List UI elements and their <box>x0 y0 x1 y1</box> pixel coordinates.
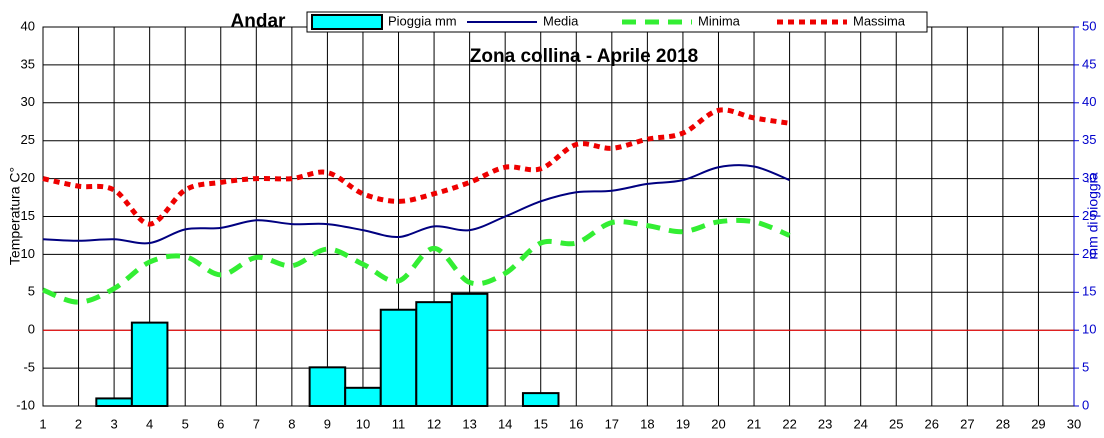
bar <box>344 386 382 408</box>
x-tick-label: 27 <box>960 416 974 431</box>
x-tick-label: 22 <box>782 416 796 431</box>
x-tick-label: 24 <box>853 416 867 431</box>
y-tick-label: 5 <box>28 284 35 299</box>
bar <box>308 366 347 408</box>
y-axis-label: Temperatura C° <box>7 167 23 265</box>
chart-title: Andar <box>231 11 287 32</box>
x-tick-label: 2 <box>75 416 82 431</box>
y2-tick-label: 20 <box>1082 246 1096 261</box>
legend: Pioggia mm Media Minima Massima <box>306 11 928 33</box>
y2-tick-label: 45 <box>1082 56 1096 71</box>
bar <box>415 301 453 407</box>
y2-tick-label: 25 <box>1082 208 1096 223</box>
x-tick-label: 5 <box>182 416 189 431</box>
legend-label: Massima <box>853 13 906 28</box>
x-tick-label: 15 <box>533 416 547 431</box>
x-tick-label: 26 <box>925 416 939 431</box>
y2-tick-label: 5 <box>1082 360 1089 375</box>
x-tick-label: 14 <box>498 416 512 431</box>
y-tick-label: 10 <box>21 246 35 261</box>
y-tick-label: 25 <box>21 132 35 147</box>
x-tick-label: 7 <box>253 416 260 431</box>
x-tick-label: 19 <box>676 416 690 431</box>
legend-label: Pioggia mm <box>388 13 457 28</box>
x-tick-label: 18 <box>640 416 654 431</box>
y-tick-label: 35 <box>21 56 35 71</box>
x-tick-label: 23 <box>818 416 832 431</box>
legend-label: Minima <box>698 13 741 28</box>
x-tick-label: 8 <box>288 416 295 431</box>
x-tick-label: 1 <box>39 416 46 431</box>
x-tick-label: 12 <box>427 416 441 431</box>
x-tick-label: 29 <box>1031 416 1045 431</box>
x-tick-label: 21 <box>747 416 761 431</box>
bar <box>521 392 560 408</box>
x-tick-label: 30 <box>1067 416 1081 431</box>
x-tick-label: 10 <box>356 416 370 431</box>
x-tick-label: 11 <box>392 416 406 431</box>
x-tick-label: 4 <box>146 416 153 431</box>
y2-tick-label: 10 <box>1082 322 1096 337</box>
x-tick-label: 16 <box>569 416 583 431</box>
y-tick-label: 30 <box>21 94 35 109</box>
y-tick-label: 15 <box>21 208 35 223</box>
legend-box <box>306 11 928 33</box>
legend-label: Media <box>543 13 579 28</box>
x-tick-label: 28 <box>996 416 1010 431</box>
x-tick-label: 20 <box>711 416 725 431</box>
x-tick-label: 17 <box>605 416 619 431</box>
y2-tick-label: 0 <box>1082 397 1089 412</box>
line <box>42 217 791 305</box>
bar <box>130 321 169 407</box>
bar <box>95 397 133 408</box>
bar <box>450 292 489 408</box>
y2-tick-label: 30 <box>1082 170 1096 185</box>
bar <box>379 308 418 408</box>
line <box>42 107 790 227</box>
x-tick-label: 6 <box>217 416 224 431</box>
x-tick-label: 9 <box>324 416 331 431</box>
x-tick-label: 13 <box>462 416 476 431</box>
x-tick-label: 25 <box>889 416 903 431</box>
y-tick-label: 40 <box>21 18 35 33</box>
y-tick-label: -5 <box>23 360 35 375</box>
y2-tick-label: 50 <box>1082 18 1096 33</box>
y-tick-label: 0 <box>28 322 35 337</box>
y2-axis-label: mm di pioggia <box>1085 172 1101 259</box>
x-tick-label: 3 <box>110 416 117 431</box>
legend-swatch <box>311 14 383 30</box>
y2-tick-label: 15 <box>1082 284 1096 299</box>
line <box>42 164 790 245</box>
y-tick-label: 20 <box>21 170 35 185</box>
y2-tick-label: 40 <box>1082 94 1096 109</box>
y2-tick-label: 35 <box>1082 132 1096 147</box>
chart-subtitle: Zona collina - Aprile 2018 <box>470 46 698 67</box>
y-tick-label: -10 <box>16 397 35 412</box>
